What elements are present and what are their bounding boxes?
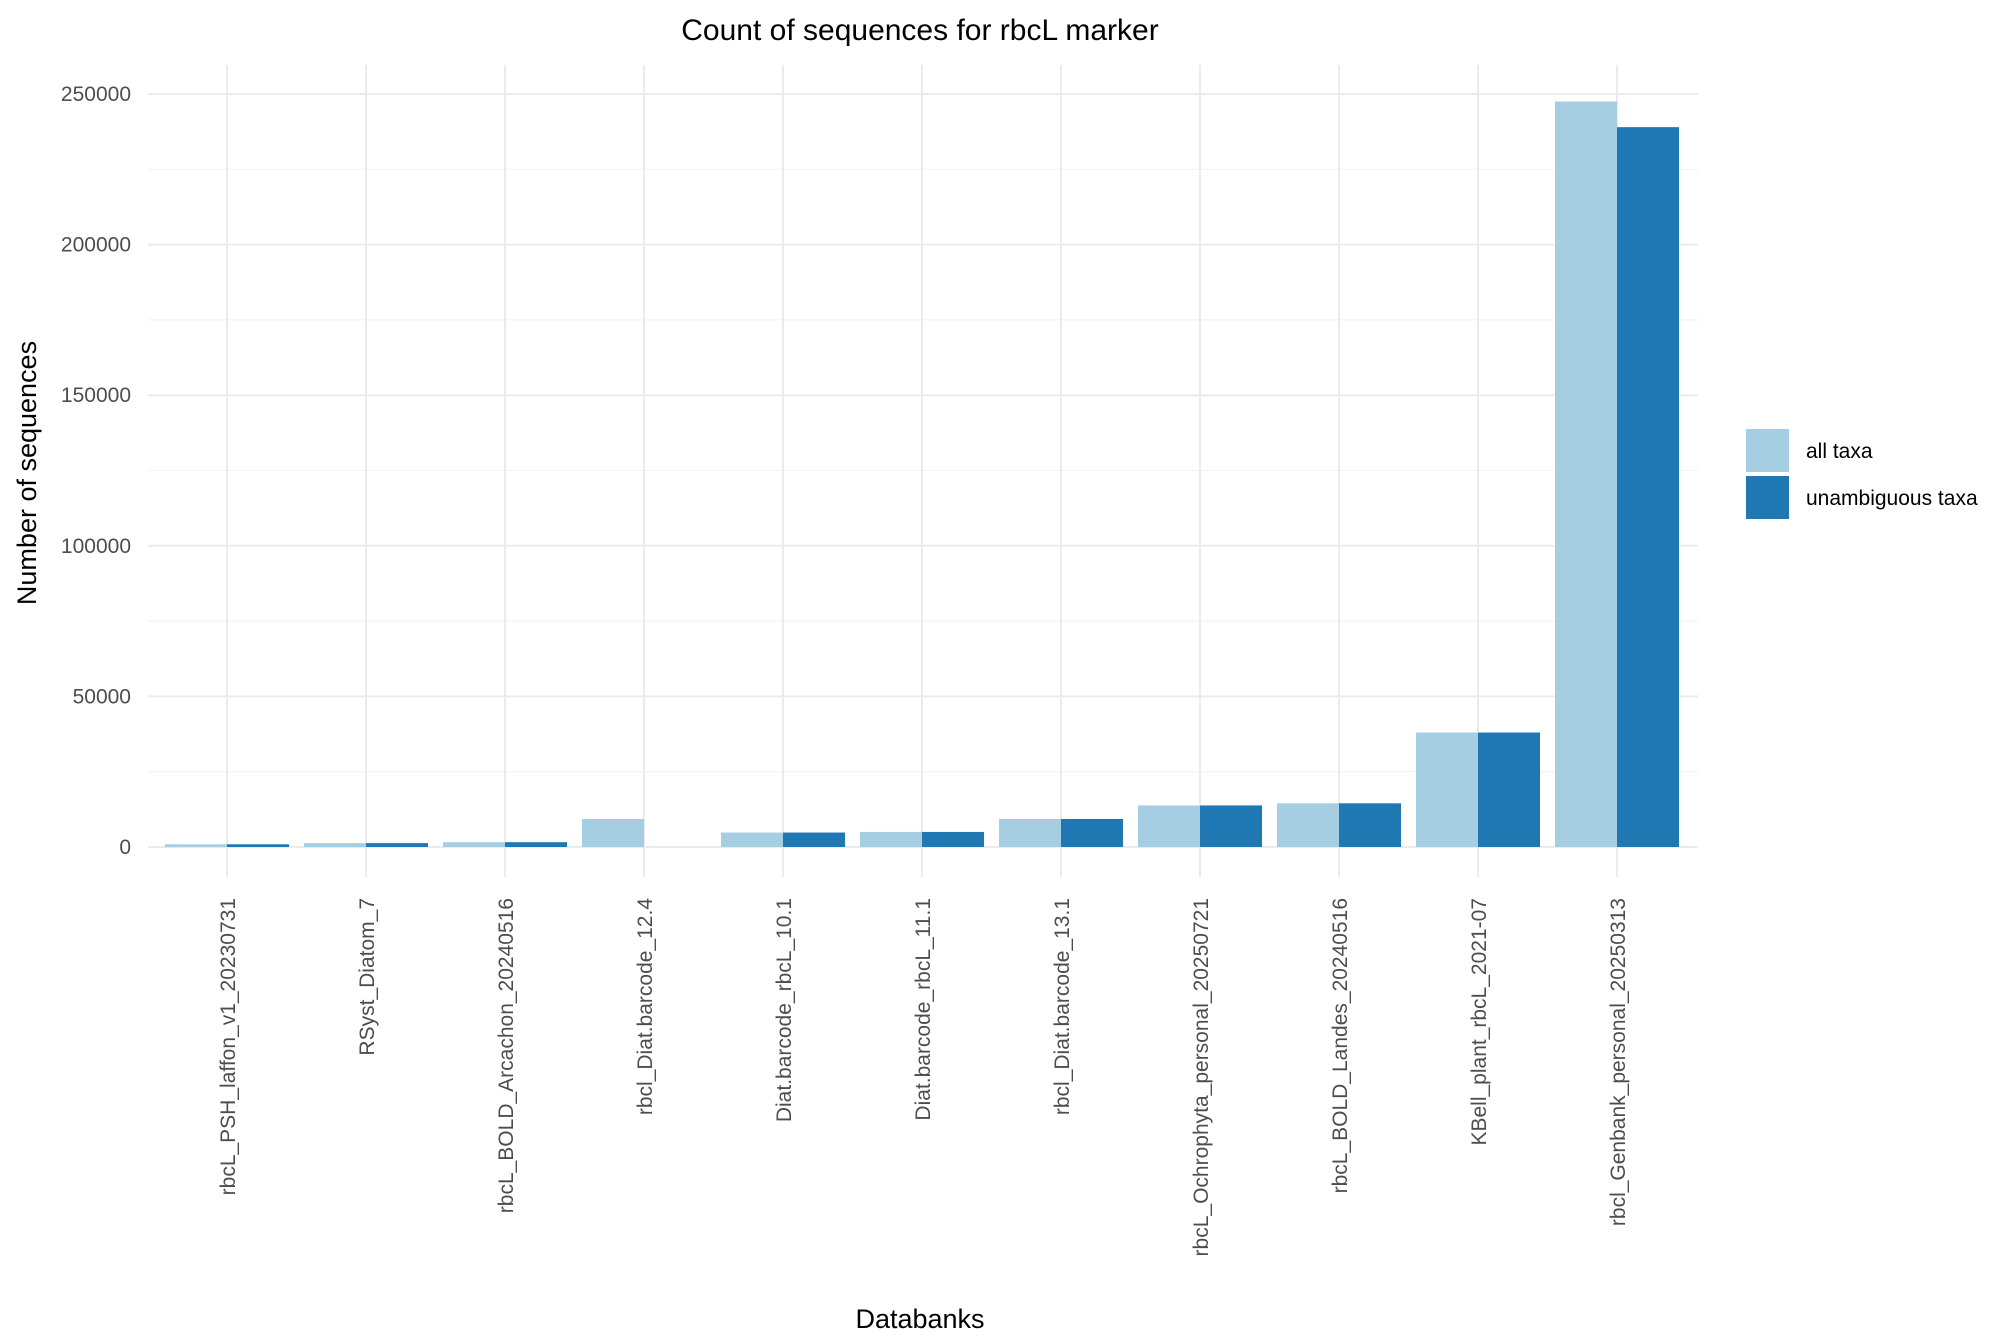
x-tick-label: RSyst_Diatom_7 bbox=[356, 898, 379, 1056]
x-tick-label: rbcL_BOLD_Landes_20240516 bbox=[1329, 898, 1352, 1193]
bar-all-taxa bbox=[582, 818, 644, 847]
x-axis-title: Databanks bbox=[855, 1304, 984, 1334]
bar-all-taxa bbox=[165, 844, 227, 847]
bar-all-taxa bbox=[1555, 101, 1617, 847]
bar-all-taxa bbox=[443, 842, 505, 847]
bar-unambiguous-taxa bbox=[366, 843, 428, 847]
y-tick-label: 150000 bbox=[61, 384, 131, 407]
bar-unambiguous-taxa bbox=[1339, 803, 1401, 847]
legend: all taxa unambiguous taxa bbox=[1746, 429, 1978, 519]
bar-unambiguous-taxa bbox=[922, 831, 984, 847]
bar-unambiguous-taxa bbox=[227, 844, 289, 847]
x-tick-label: KBell_plant_rbcL_2021-07 bbox=[1468, 898, 1491, 1146]
y-tick-label: 250000 bbox=[61, 83, 131, 106]
bar-unambiguous-taxa bbox=[1061, 818, 1123, 847]
y-axis-ticks: 0 50000 100000 150000 200000 250000 bbox=[61, 83, 131, 859]
x-tick-label: rbcL_PSH_laffon_v1_20230731 bbox=[217, 898, 240, 1195]
x-tick-label: rbcl_Genbank_personal_20250313 bbox=[1607, 898, 1630, 1226]
bar-unambiguous-taxa bbox=[505, 842, 567, 847]
y-axis-title: Number of sequences bbox=[12, 341, 42, 605]
x-tick-label: rbcL_Ochrophyta_personal_20250721 bbox=[1190, 898, 1213, 1256]
y-tick-label: 0 bbox=[119, 836, 131, 859]
bar-all-taxa bbox=[721, 832, 783, 847]
bars bbox=[165, 101, 1679, 847]
x-tick-label: rbcL_BOLD_Arcachon_20240516 bbox=[495, 898, 518, 1213]
legend-swatch bbox=[1746, 476, 1789, 519]
y-tick-label: 100000 bbox=[61, 535, 131, 558]
bar-all-taxa bbox=[1277, 803, 1339, 847]
y-tick-label: 50000 bbox=[73, 685, 131, 708]
bar-all-taxa bbox=[999, 818, 1061, 847]
bar-unambiguous-taxa bbox=[1478, 732, 1540, 847]
x-tick-label: rbcl_Diat.barcode_13.1 bbox=[1051, 898, 1074, 1115]
bar-all-taxa bbox=[304, 843, 366, 847]
bar-unambiguous-taxa bbox=[1617, 127, 1679, 847]
x-axis-ticks: rbcL_PSH_laffon_v1_20230731 RSyst_Diatom_… bbox=[217, 898, 1630, 1257]
bar-unambiguous-taxa bbox=[783, 832, 845, 847]
chart-title: Count of sequences for rbcL marker bbox=[681, 14, 1158, 47]
x-tick-label: Diat.barcode_rbcL_10.1 bbox=[773, 898, 796, 1122]
x-tick-label: Diat.barcode_rbcL_11.1 bbox=[912, 898, 935, 1121]
legend-swatch bbox=[1746, 429, 1789, 472]
bar-all-taxa bbox=[1138, 805, 1200, 847]
bar-all-taxa bbox=[1416, 732, 1478, 847]
legend-label: unambiguous taxa bbox=[1806, 487, 1978, 510]
bar-all-taxa bbox=[860, 831, 922, 847]
y-tick-label: 200000 bbox=[61, 234, 131, 257]
x-tick-label: rbcl_Diat.barcode_12.4 bbox=[634, 898, 657, 1115]
legend-label: all taxa bbox=[1806, 440, 1873, 463]
bar-unambiguous-taxa bbox=[1200, 805, 1262, 847]
